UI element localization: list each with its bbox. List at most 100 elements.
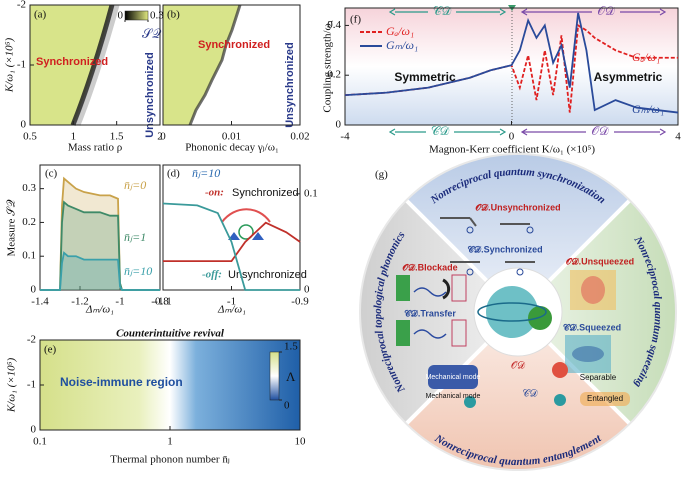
y-axis-label: Coupling strength/ω₁ — [322, 19, 334, 112]
y-axis-label: K/ω₁ (×10⁵) — [4, 38, 16, 94]
x-axis-label: Δₘ/ω₁ — [217, 304, 246, 316]
item-label: 𝒪𝒟.Unsynchronized — [475, 202, 560, 212]
legend — [360, 31, 382, 47]
x-tick-label: 1 — [71, 131, 77, 143]
x-axis-label: Phononic decay γⱼ/ω₁ — [185, 142, 279, 154]
item-label: 𝒞𝒟.Squeezed — [563, 322, 621, 332]
panel-label: (f) — [350, 14, 361, 26]
item-label: Entangled — [587, 394, 623, 403]
regime-label: 𝒞𝒟 — [433, 4, 452, 18]
item-label: 𝒞𝒟.Synchronized — [467, 244, 542, 254]
colorbar-tick-label: 0.3 — [150, 10, 164, 22]
annotation: Asymmetric — [594, 70, 663, 84]
area — [40, 202, 160, 290]
legend-label: Gₘ/ω₁ — [386, 38, 418, 52]
colorbar-tick-label: 1.5 — [284, 341, 298, 353]
y-tick-label: -2 — [17, 0, 26, 11]
x-tick-label: -1.2 — [71, 296, 88, 308]
y-tick-label: 0.2 — [327, 69, 341, 81]
y-tick-label: -2 — [27, 334, 36, 346]
y-tick-label: 0.1 — [22, 250, 36, 262]
panel-title: Counterintuitive revival — [116, 328, 225, 340]
legend-label: n̄ⱼ=10 — [124, 264, 152, 278]
legend-label: Gₐ/ω₁ — [386, 24, 414, 38]
legend-label: -off: — [202, 269, 222, 281]
panel-label: (c) — [45, 168, 58, 180]
x-tick-label: 4 — [675, 131, 681, 143]
regime-label: 𝒪𝒟 — [591, 124, 609, 138]
colorbar — [124, 10, 149, 21]
region-label: Unsynchronized — [144, 52, 156, 138]
diagram — [359, 153, 677, 471]
annotation: Symmetric — [394, 70, 456, 84]
item-label: 𝒞𝒟.Transfer — [404, 308, 456, 318]
colorbar-label: Λ — [286, 369, 296, 384]
item-label: Separable — [580, 373, 617, 382]
legend-text: Unsynchronized — [228, 269, 307, 281]
colorbar-tick-label: 0 — [118, 10, 124, 22]
x-tick-label: 2 — [157, 131, 163, 143]
x-tick-label: -4 — [340, 131, 350, 143]
legend-text: Synchronized — [232, 187, 299, 199]
legend-label: -on: — [205, 187, 224, 199]
y-tick-label: 0.2 — [22, 216, 36, 228]
x-tick-label: -1 — [115, 296, 124, 308]
x-tick-label: 0 — [509, 131, 515, 143]
colorbar-tick-label: 0 — [284, 400, 290, 412]
region-label: Noise-immune region — [60, 375, 183, 389]
region-label: Synchronized — [198, 39, 270, 51]
x-tick-label: -1.4 — [31, 296, 49, 308]
x-tick-label: 1.5 — [110, 131, 124, 143]
item-label: 𝒪𝒟.Unsqueezed — [566, 256, 634, 266]
y-tick-label: 0 — [21, 119, 27, 131]
x-axis-label: Magnon-Kerr coefficient K/ω₁ (×10⁵) — [429, 144, 595, 156]
x-tick-label: 0 — [160, 131, 166, 143]
item-label: Mechanical mode — [426, 374, 481, 381]
x-tick-label: -1.1 — [154, 296, 171, 308]
heatmap-b — [163, 4, 242, 126]
x-tick-label: 0.5 — [23, 131, 37, 143]
x-axis-label: Thermal phonon number n̄ⱼ — [110, 454, 230, 466]
item-label: 𝒞𝒟 — [522, 388, 537, 399]
plot-frame — [39, 164, 161, 291]
x-tick-label: 0.01 — [222, 131, 241, 143]
line — [344, 12, 679, 114]
y-tick-label: 0.4 — [327, 19, 341, 31]
series-label: Gₐ/ω₁ — [632, 50, 660, 64]
y-tick-label: 0 — [31, 424, 37, 436]
x-axis-label: Mass ratio ρ — [68, 142, 123, 154]
y-tick-label: 0 — [336, 119, 342, 131]
y-tick-label: 0.3 — [22, 182, 36, 194]
regime-arrows — [388, 8, 667, 136]
panel-label: (g) — [375, 169, 388, 181]
item-label: 𝒪𝒟.Blockade — [402, 262, 457, 272]
y-tick-label: -1 — [27, 379, 36, 391]
legend-label: n̄ⱼ=1 — [124, 230, 146, 244]
legend-label: n̄ⱼ=0 — [124, 178, 146, 192]
x-tick-label: 1 — [167, 436, 173, 448]
x-tick-label: 10 — [295, 436, 307, 448]
x-tick-label: -0.9 — [291, 296, 309, 308]
heatmap-a — [30, 4, 120, 126]
x-tick-label: -0.8 — [151, 296, 169, 308]
panel-label: (a) — [34, 9, 47, 21]
x-tick-label: 0.1 — [33, 436, 47, 448]
item-label: 𝒪𝒟 — [511, 360, 525, 371]
area — [40, 252, 160, 290]
y-axis-label: K/ω₁ (×10⁵) — [6, 358, 18, 414]
line — [40, 251, 160, 291]
y-tick-label: 0 — [304, 284, 310, 296]
line — [162, 202, 300, 291]
region-label: Synchronized — [36, 56, 108, 68]
line — [163, 221, 301, 263]
y-axis-label: Measure 𝒮𝒬 — [6, 199, 18, 256]
y-tick-label: 0 — [31, 284, 37, 296]
annotation: n̄ⱼ=10 — [192, 166, 220, 180]
y-tick-label: 0.1 — [304, 187, 318, 199]
panel-label: (e) — [44, 344, 57, 356]
regime-label: 𝒞𝒟 — [431, 124, 450, 138]
x-axis-label: Δₘ/ω₁ — [85, 304, 114, 316]
sync-icon — [221, 208, 271, 240]
region-label: Unsynchronized — [284, 42, 296, 128]
